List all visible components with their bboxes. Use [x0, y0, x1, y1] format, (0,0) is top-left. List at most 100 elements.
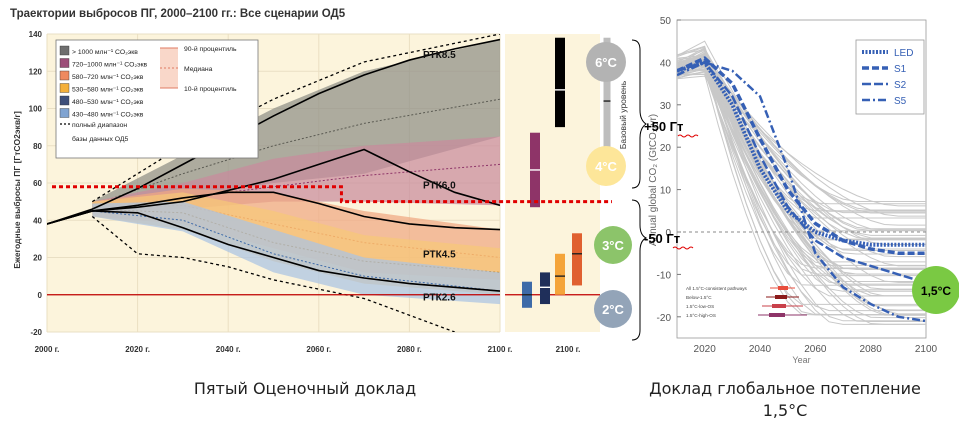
legend-swatch — [59, 108, 70, 118]
legend-swatch — [59, 95, 70, 106]
annotations-layer: +50 Гт -50 Гт 6°C 4°C 3°C 2°C 1,5°C — [586, 39, 959, 341]
scenario-label-ртк6-0: РТК6.0 — [423, 181, 456, 192]
pathway-line — [677, 64, 926, 277]
temperature-badge-label: 4°C — [595, 159, 617, 174]
panel-bar-базовый-уровень — [603, 37, 611, 183]
temperature-badge-5 — [912, 266, 959, 314]
legend-percentile-label: 90-й процентиль — [184, 45, 237, 53]
panel-bar-1000 — [555, 37, 565, 128]
right-x-tick-label: 2060 — [804, 344, 827, 355]
legend-category-label: 480–530 млн⁻¹ CO₂экв — [72, 99, 144, 106]
right-y-tick-label: 0 — [665, 228, 671, 239]
right-x-tick-label: 2100 — [915, 344, 938, 355]
baseline-label: Базовый уровень — [618, 80, 628, 149]
line-s2 — [677, 60, 926, 285]
left-chart: Траектории выбросов ПГ, 2000–2100 гг.: В… — [10, 8, 628, 354]
left-x-tick-label: 2020 г. — [125, 345, 150, 354]
legend-category-label: > 1000 млн⁻¹ CO₂экв — [72, 49, 138, 56]
line-ртк4-5 — [47, 191, 500, 231]
left-y-tick-label: 60 — [33, 179, 42, 188]
temperature-badge-label: 6°C — [595, 55, 617, 70]
line-ртк8-5 — [47, 38, 500, 225]
left-side-panel: 2100 г. Базовый уровень — [500, 34, 628, 354]
scenario-label-ртк8-5: РТК8.5 — [423, 50, 456, 61]
line-s5 — [677, 61, 926, 323]
pathway-line — [677, 62, 926, 275]
right-chart: -20 -10 0 10 20 30 40 50 2020 2040 2060 2080 2100 Yea… — [648, 16, 938, 365]
pathway-line — [677, 54, 926, 282]
caption-right-line1: Доклад глобальное потепление — [649, 379, 921, 398]
left-plot-area — [47, 34, 500, 332]
legend-category-label: 720–1000 млн⁻¹ CO₂экв — [72, 62, 148, 69]
right-y-tick-label: 10 — [660, 186, 672, 197]
line-full-range — [91, 216, 455, 332]
right-inset-legend: All 1.5°C-consistent pathways Below-1.5°C… — [686, 286, 807, 318]
left-y-axis-label: Ежегодные выбросы ПГ [ГтCO2экв/г] — [12, 111, 22, 269]
legend-category-label: 430–480 млн⁻¹ CO₂экв — [72, 112, 144, 119]
inset-legend-label: Below-1.5°C — [686, 295, 712, 300]
band-1000-млн-co-экв-диапазон — [92, 39, 500, 210]
left-x-tick-label: 2100 г. — [488, 345, 513, 354]
legend-category-label: 530–580 млн⁻¹ CO₂экв — [72, 87, 144, 94]
inset-legend-bar — [772, 304, 786, 308]
temperature-badge-label: 3°C — [602, 238, 624, 253]
inset-legend-label: 1.5°C-low-OS — [686, 304, 714, 309]
temperature-badge-4 — [594, 290, 632, 328]
inset-legend-label: 1.5°C-high-OS — [686, 313, 716, 318]
right-legend-label-s2: S2 — [894, 80, 907, 91]
scenario-label-ртк4-5: РТК4.5 — [423, 250, 456, 261]
legend-category-label: 580–720 млн⁻¹ CO₂экв — [72, 74, 144, 81]
right-y-tick-label: -20 — [657, 313, 672, 324]
right-y-tick-label: 40 — [660, 58, 672, 69]
panel-bar-580-720 — [572, 233, 582, 286]
spellcheck-squiggle — [677, 134, 699, 138]
right-legend-label-led: LED — [894, 48, 913, 59]
temperature-badge-1 — [586, 42, 626, 82]
line-ртк2-6 — [47, 210, 500, 292]
right-legend-label-s1: S1 — [894, 64, 907, 75]
bracket-upper — [631, 39, 647, 189]
right-y-axis-label: Annual global CO₂ (GtCO₂/yr) — [648, 114, 659, 246]
right-x-tick-label: 2080 — [860, 344, 883, 355]
annotation-plus-50: +50 Гт — [644, 119, 683, 134]
annotation-minus-50: -50 Гт — [644, 231, 680, 246]
right-y-tick-label: 50 — [660, 16, 672, 27]
left-legend: > 1000 млн⁻¹ CO₂экв 720–1000 млн⁻¹ CO₂экв… — [55, 39, 259, 159]
bracket-lower — [631, 199, 648, 341]
pathway-line — [677, 68, 926, 323]
line-ртк6-0 — [47, 148, 500, 225]
legend-swatch — [59, 70, 70, 81]
left-y-tick-label: 40 — [33, 216, 42, 225]
panel-bar-530-580 — [555, 253, 565, 295]
right-legend-label-s5: S5 — [894, 96, 907, 107]
scenario-label-ртк2-6: РТК2.6 — [423, 292, 456, 303]
side-panel-x-tick: 2100 г. — [556, 345, 581, 354]
legend-percentile-label: Медиана — [184, 66, 213, 73]
temperature-badge-3 — [594, 226, 632, 264]
left-y-tick-label: 120 — [29, 67, 43, 76]
right-y-tick-label: 20 — [660, 143, 672, 154]
legend-box — [55, 39, 259, 159]
panel-bar-480-530 — [540, 272, 550, 305]
right-legend: LED S1 S2 S5 — [855, 39, 925, 115]
pathway-line — [677, 54, 926, 226]
pathway-line — [677, 69, 926, 319]
legend-swatch — [59, 45, 70, 56]
line-s1 — [677, 56, 926, 255]
band-430-480-млн-co-экв-диапазон — [92, 201, 500, 305]
line-led — [677, 60, 926, 247]
temperature-badge-label: 2°C — [602, 302, 624, 317]
right-x-axis-label: Year — [792, 355, 810, 365]
temperature-badge-2 — [586, 146, 626, 186]
legend-swatch — [59, 83, 70, 93]
legend-range-note-2: базы данных ОД5 — [72, 135, 128, 143]
spellcheck-squiggle — [672, 246, 694, 250]
side-panel-background — [505, 34, 600, 332]
inset-legend-bar — [775, 295, 787, 299]
left-y-tick-label: 140 — [29, 30, 43, 39]
right-x-tick-label: 2020 — [694, 344, 717, 355]
legend-percentile-label: 10-й процентиль — [184, 85, 237, 93]
left-y-tick-label: 80 — [33, 142, 42, 151]
